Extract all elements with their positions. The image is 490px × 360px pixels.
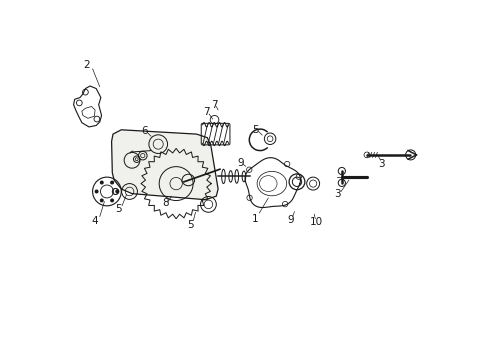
Text: 3: 3 [378, 159, 385, 169]
Text: 1: 1 [251, 215, 258, 224]
Polygon shape [112, 130, 218, 200]
Circle shape [111, 199, 113, 202]
Text: 9: 9 [288, 215, 294, 225]
Text: 7: 7 [211, 100, 218, 110]
Text: 2: 2 [83, 60, 90, 70]
Text: 3: 3 [334, 189, 341, 199]
Circle shape [116, 190, 119, 193]
Text: 5: 5 [187, 220, 194, 230]
Text: 7: 7 [203, 107, 210, 117]
Text: 9: 9 [237, 158, 244, 168]
Text: 5: 5 [115, 204, 122, 215]
Text: 6: 6 [141, 126, 148, 135]
Text: 4: 4 [92, 216, 98, 226]
Circle shape [96, 190, 98, 193]
Circle shape [100, 199, 103, 202]
Circle shape [111, 181, 113, 184]
Text: 5: 5 [252, 125, 259, 135]
Text: 10: 10 [310, 217, 323, 227]
Circle shape [100, 181, 103, 184]
Text: 8: 8 [162, 198, 169, 208]
